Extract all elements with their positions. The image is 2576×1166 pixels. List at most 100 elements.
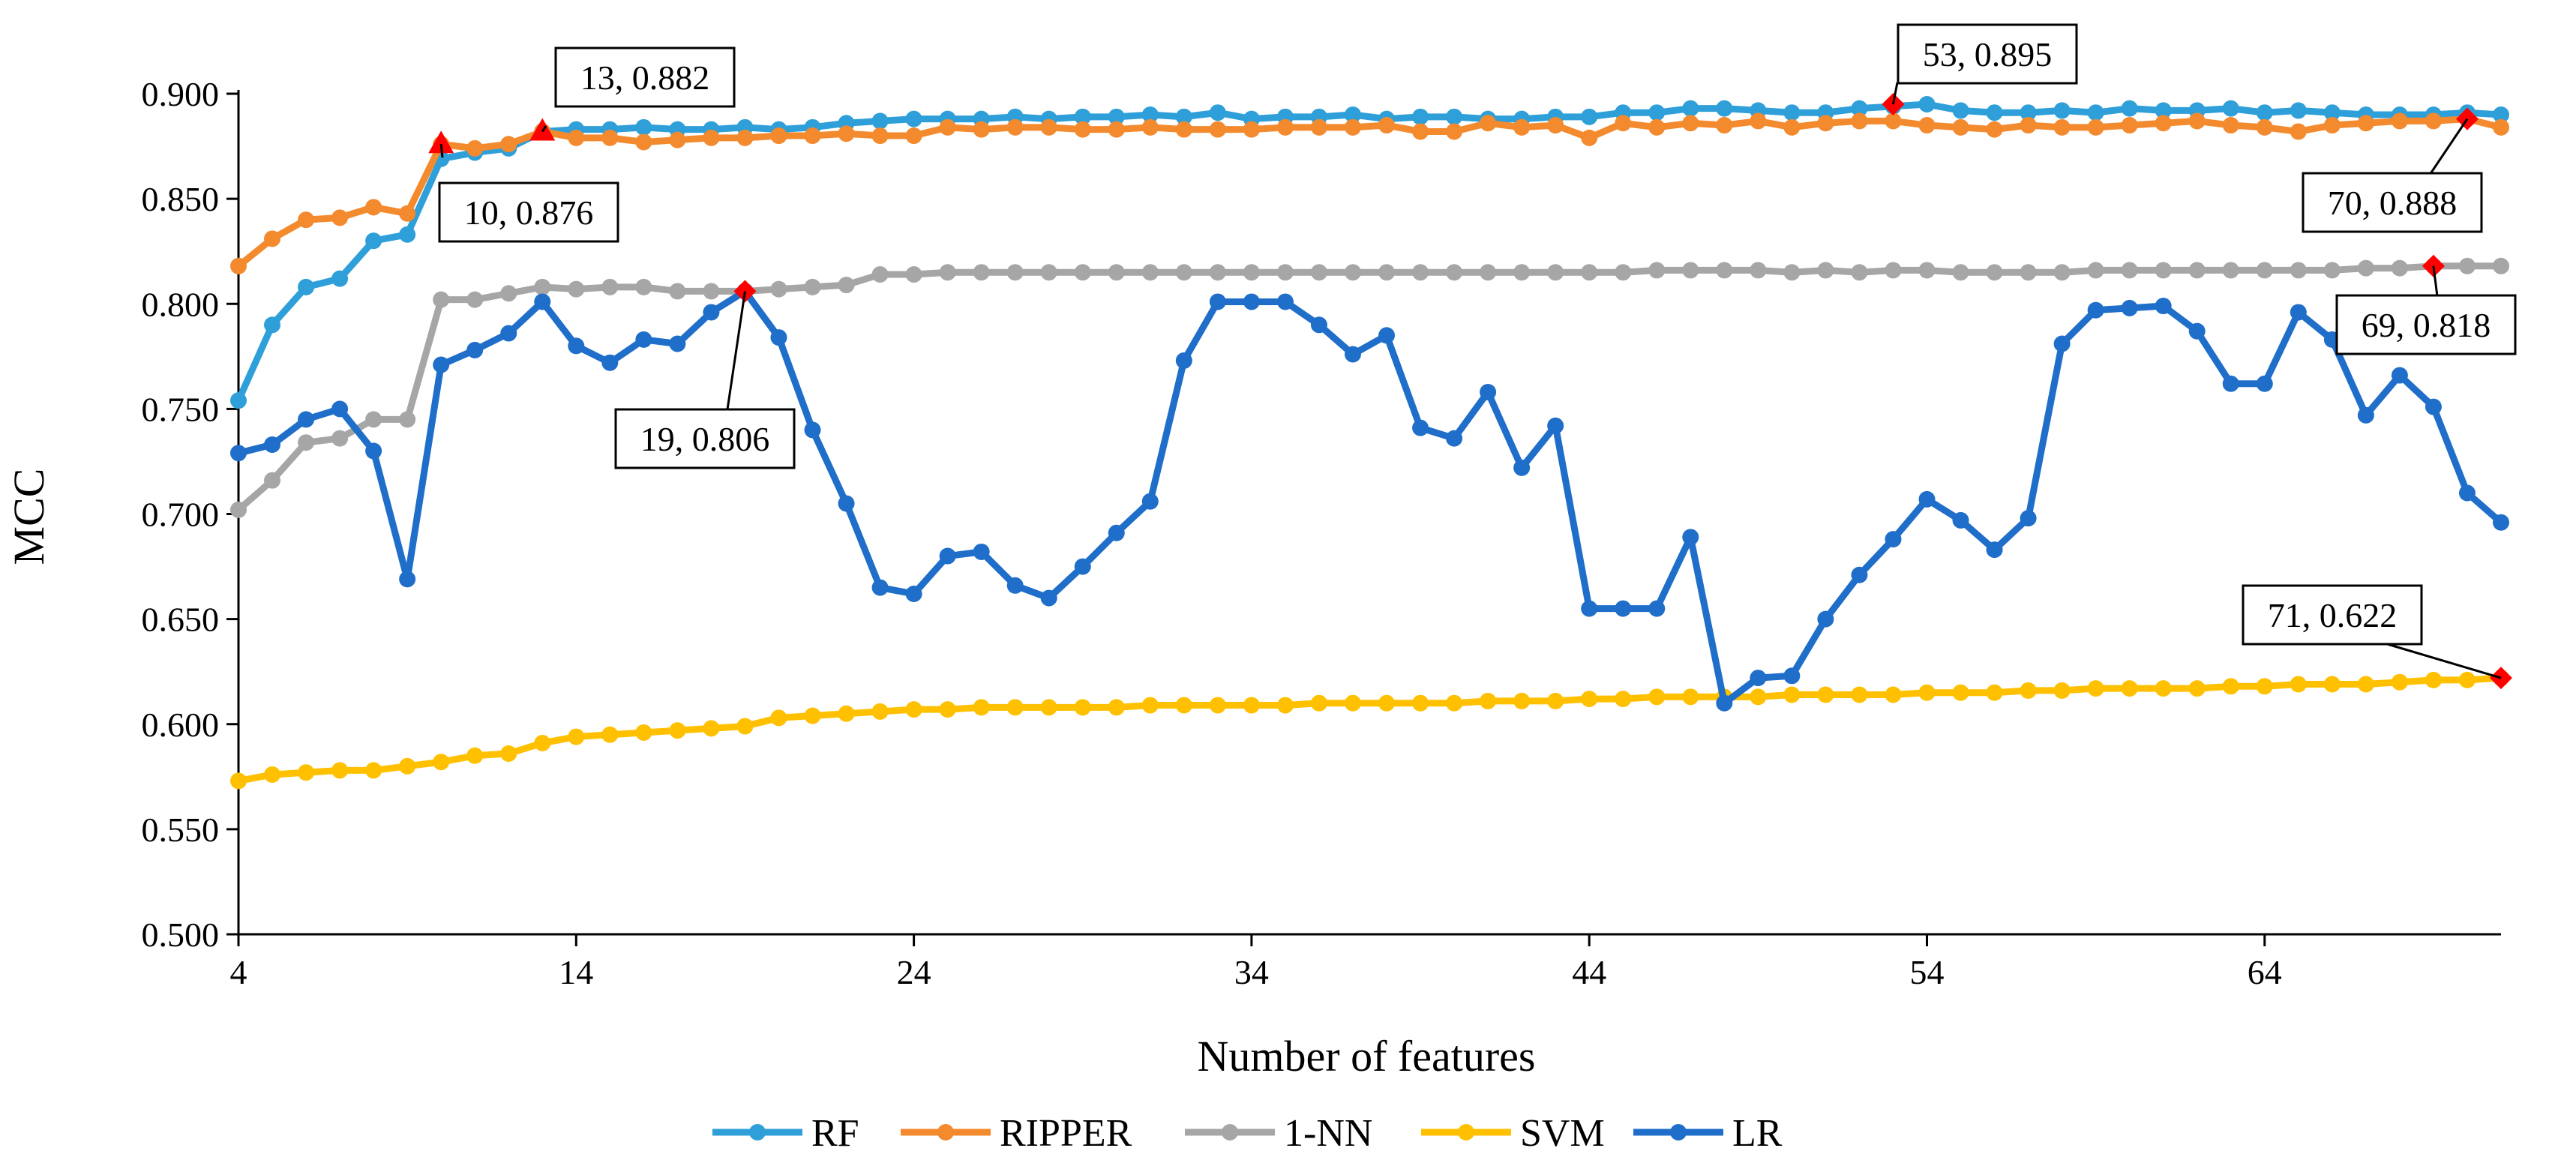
svm-point [568,728,585,745]
1-nn-point [466,291,484,308]
svm-point [2155,680,2172,697]
rf-point [1851,100,1868,117]
x-tick-label: 14 [559,953,593,991]
1-nn-point [1750,262,1767,279]
annotations: 13, 0.882 10, 0.876 53, 0.895 70, 0.888 19, … [428,23,2517,690]
ripper-point [1783,118,1801,136]
axes: 0.500 0.550 0.600 0.650 0.700 0.750 0.800 0.850… [142,75,2501,991]
svm-point [1276,697,1294,714]
series-lr [230,283,2509,712]
annotation-leader [2384,642,2502,679]
svm-point [1547,692,1564,709]
y-tick-label: 0.550 [142,811,220,849]
lr-point [399,571,416,588]
ripper-point [1918,117,1936,134]
1-nn-point [534,278,551,295]
svm-point [230,772,247,790]
ripper-point [973,121,990,138]
ripper-point [1141,118,1159,136]
svm-point [973,699,990,716]
ripper-point [1209,121,1226,138]
lr-point [1276,293,1294,310]
lr-point [264,436,281,454]
1-nn-point [1412,264,1429,281]
rf-point [635,118,652,136]
ripper-point [466,139,484,157]
annotation-label: 70, 0.888 [2328,184,2458,222]
rf-point [2053,102,2071,119]
rf-point [1344,106,1361,124]
ripper-point [939,118,956,136]
lr-point [1682,529,1699,546]
svm-point [1040,699,1057,716]
lr-point [669,335,686,352]
1-nn-point [2222,262,2239,279]
svm-point [1648,688,1666,706]
ripper-point [500,136,517,153]
legend-swatch-marker [937,1124,954,1141]
ripper-point [669,131,686,148]
ripper-point [1513,118,1531,136]
y-tick-label: 0.850 [142,180,220,218]
rf-point [2290,102,2307,119]
1-nn-point [2323,262,2341,279]
ripper-point [804,127,821,145]
x-tick-label: 4 [230,953,247,991]
ripper-point [1276,118,1294,136]
rf-point [2155,102,2172,119]
svm-point [433,754,450,771]
lr-point [1750,670,1767,687]
legend-swatch-marker [1670,1124,1687,1141]
ripper-point [1817,115,1834,132]
1-nn-point [2155,262,2172,279]
svm-point [601,726,619,743]
1-nn-point [1480,264,1497,281]
ripper-point [264,230,281,247]
lr-point [298,411,315,428]
rf-point [1581,108,1598,125]
x-tick-label: 64 [2248,953,2282,991]
svm-point [871,703,889,720]
ripper-point [1682,115,1699,132]
1-nn-point [2121,262,2138,279]
lr-point [466,341,484,358]
legend-label: 1-NN [1284,1112,1372,1155]
lr-point [568,337,585,355]
rf-point [2087,104,2104,121]
ripper-point [2222,117,2239,134]
y-tick-label: 0.600 [142,706,220,744]
1-nn-point [1141,264,1159,281]
rf-point [399,226,416,243]
rf-point [1682,100,1699,117]
1-nn-point [1446,264,1463,281]
svm-point [905,701,922,718]
rf-point [1783,104,1801,121]
1-nn-point [230,501,247,518]
lr-point [905,585,922,602]
annotation-box [554,46,736,108]
svm-point [669,722,686,739]
lr-point [1615,600,1632,617]
rf-point [230,392,247,409]
svm-point [1682,688,1699,706]
lr-point [973,543,990,560]
legend-label: RIPPER [1000,1112,1132,1155]
1-nn-point [973,264,990,281]
lr-point [635,331,652,348]
annotation-leader [541,125,547,133]
lr-point [601,354,619,371]
svm-point [1074,699,1091,716]
1-nn-point [2188,262,2206,279]
legend-item-svm: SVM [1421,1112,1605,1155]
x-tick-label: 34 [1234,953,1269,991]
ripper-point [838,125,855,142]
svm-point [1209,697,1226,714]
legend-label: SVM [1520,1112,1605,1155]
svm-point [2458,671,2476,688]
1-nn-point [1918,262,1936,279]
ripper-point [1480,115,1497,132]
y-tick-label: 0.700 [142,496,220,534]
lr-point [703,304,720,321]
svm-point [1446,694,1463,712]
svm-point [1750,688,1767,706]
